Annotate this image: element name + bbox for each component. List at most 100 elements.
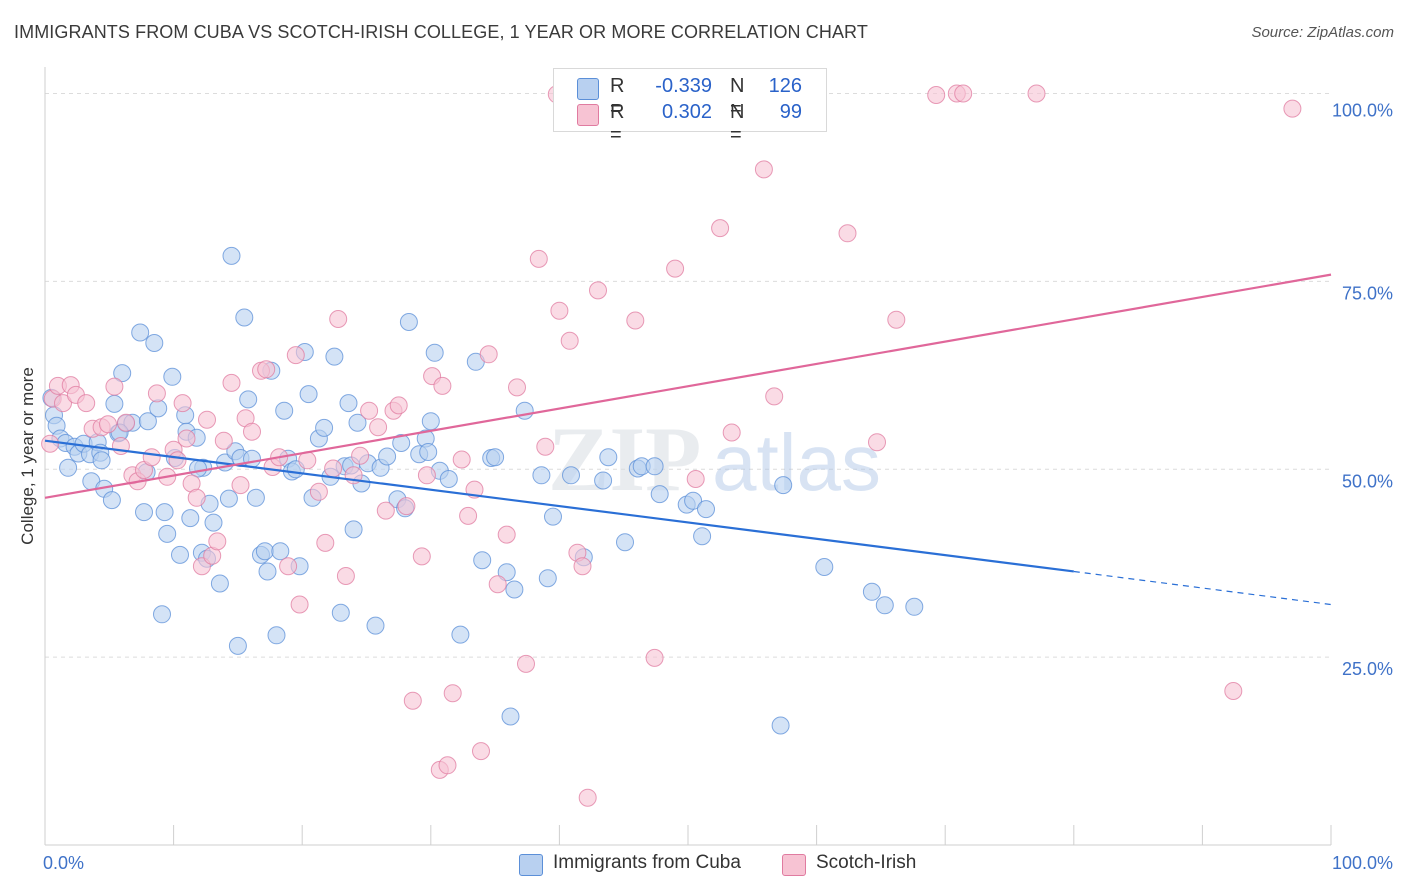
data-point [219, 489, 238, 508]
data-point [517, 654, 535, 673]
data-point [594, 471, 613, 490]
data-point [59, 458, 78, 477]
data-point [573, 557, 592, 576]
data-point [329, 310, 348, 328]
correlation-stats-box: R = -0.339 N = 126 R = 0.302 N = 99 [553, 68, 827, 146]
data-point [271, 542, 290, 561]
data-point [309, 482, 328, 501]
data-point [246, 488, 265, 507]
n-value: 99 [779, 101, 802, 123]
data-point [331, 603, 350, 622]
data-point [142, 448, 161, 467]
data-point [421, 412, 440, 431]
data-point [536, 437, 555, 456]
data-point [168, 451, 187, 470]
data-point [198, 410, 216, 429]
data-point [239, 390, 258, 409]
data-point [376, 501, 395, 520]
data-point [433, 376, 452, 395]
x-tick-label-max: 100.0% [1332, 853, 1393, 873]
data-point [99, 415, 117, 434]
y-tick-label: 75.0% [1342, 283, 1393, 303]
data-point [147, 384, 166, 403]
data-point [589, 281, 607, 300]
data-point [177, 429, 196, 448]
data-point [771, 716, 790, 735]
r-value: -0.339 [655, 75, 712, 97]
n-value: 126 [768, 75, 802, 97]
data-point [378, 447, 397, 466]
data-point [452, 450, 471, 469]
data-point [339, 394, 358, 413]
x-tick-label-min: 0.0% [43, 853, 84, 873]
data-point [403, 691, 422, 710]
chart-title: IMMIGRANTS FROM CUBA VS SCOTCH-IRISH COL… [14, 22, 868, 42]
data-point [875, 596, 894, 615]
data-point [711, 219, 730, 238]
data-point [599, 448, 618, 467]
data-point [138, 412, 157, 431]
data-point [722, 423, 741, 442]
r-value: 0.302 [661, 101, 712, 123]
data-point [397, 497, 416, 516]
data-point [255, 542, 274, 561]
data-point [529, 249, 548, 268]
legend-label-scotch-irish: Scotch-Irish [816, 852, 917, 873]
watermark-zip: ZIP [548, 408, 701, 510]
data-point [684, 491, 703, 510]
data-point [650, 485, 669, 504]
data-point [54, 394, 72, 413]
data-point [815, 558, 834, 576]
data-point [560, 331, 579, 350]
data-point [235, 308, 254, 327]
y-tick-label: 25.0% [1342, 659, 1393, 679]
data-point [1224, 682, 1243, 700]
data-point [473, 551, 492, 570]
data-points [41, 84, 1302, 807]
y-tick-label: 50.0% [1342, 471, 1393, 491]
data-point [105, 394, 124, 413]
n-label: N = [730, 101, 745, 146]
data-point [158, 524, 177, 543]
data-point [348, 413, 367, 432]
data-point [77, 394, 96, 413]
data-point [222, 246, 241, 265]
legend-swatch-cuba [519, 854, 543, 876]
n-label: N = [730, 75, 745, 120]
trend-line-scotch-irish [44, 273, 1332, 499]
data-point [443, 684, 462, 703]
data-point [562, 466, 580, 485]
legend-label-cuba: Immigrants from Cuba [553, 852, 741, 873]
data-point [149, 399, 168, 418]
data-point [550, 301, 569, 320]
data-point [645, 648, 664, 667]
data-point [626, 311, 645, 330]
data-point [102, 491, 121, 510]
data-point [754, 160, 773, 179]
data-point [451, 625, 470, 644]
data-point [155, 503, 174, 522]
axis-labels: 25.0% 50.0% 75.0% 100.0% 0.0% 100.0% [43, 101, 1393, 873]
data-point [954, 84, 973, 103]
data-point [472, 742, 490, 761]
data-point [360, 401, 379, 420]
data-point [439, 470, 458, 488]
chart-legend: Immigrants from Cuba Scotch-Irish [0, 851, 1406, 877]
data-point [927, 86, 946, 104]
data-point [299, 385, 318, 404]
data-point [544, 507, 562, 526]
axes [44, 67, 1332, 846]
data-point [145, 334, 164, 352]
data-point [438, 756, 457, 775]
data-point [210, 574, 229, 593]
data-point [231, 476, 250, 495]
data-point [258, 562, 277, 581]
data-point [862, 582, 881, 601]
data-point [697, 500, 715, 519]
data-point [267, 626, 286, 645]
data-point [325, 347, 344, 366]
data-point [208, 532, 227, 551]
data-point [905, 597, 924, 616]
y-axis-label: College, 1 year or more [18, 367, 37, 545]
data-point [351, 446, 370, 465]
